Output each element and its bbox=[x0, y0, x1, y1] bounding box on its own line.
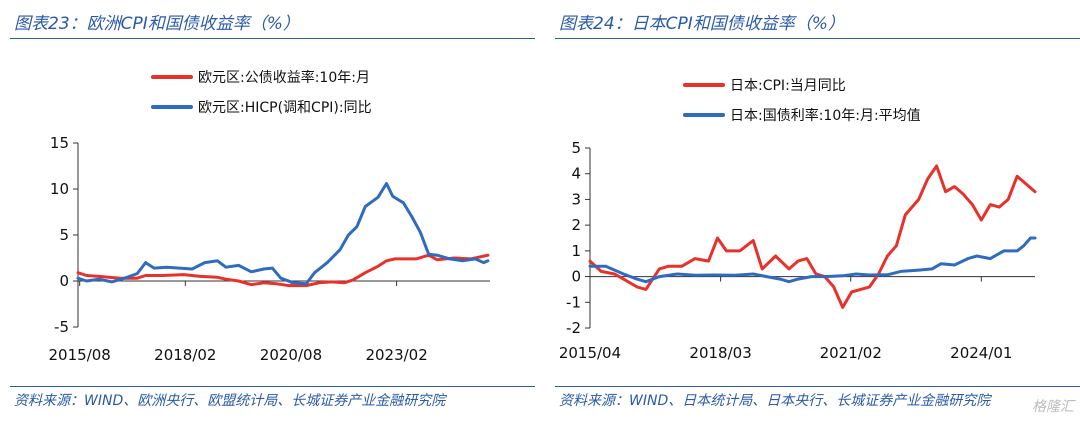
x-tick-label: 2015/08 bbox=[49, 346, 111, 364]
figure-panel-jp: 图表24：日本CPI和国债收益率（%） -2 -1 0 1 2 3 4 5 2015/04 201… bbox=[545, 0, 1080, 422]
y-tick-label: -2 bbox=[566, 319, 581, 337]
y-tick-label: -5 bbox=[54, 318, 69, 336]
figure-title: 图表24：日本CPI和国债收益率（%） bbox=[559, 14, 845, 34]
watermark-logo: 格隆汇 bbox=[1032, 399, 1074, 415]
y-tick-label: 3 bbox=[571, 190, 581, 208]
y-tick-label: 5 bbox=[59, 226, 69, 244]
x-tick-label: 2021/02 bbox=[820, 344, 882, 362]
x-tick-label: 2024/01 bbox=[950, 344, 1012, 362]
source-note: 资料来源：WIND、日本统计局、日本央行、长城证券产业金融研究院 bbox=[559, 393, 991, 409]
series-line bbox=[76, 253, 490, 288]
title-divider bbox=[10, 38, 535, 39]
legend-label: 欧元区:HICP(调和CPI):同比 bbox=[198, 100, 372, 116]
y-tick-label: 0 bbox=[59, 272, 69, 290]
source-divider bbox=[10, 386, 535, 387]
x-tick-label: 2020/08 bbox=[260, 346, 322, 364]
series-line bbox=[588, 164, 1037, 309]
source-divider bbox=[555, 386, 1080, 387]
source-note: 资料来源：WIND、欧洲央行、欧盟统计局、长城证券产业金融研究院 bbox=[14, 393, 446, 409]
y-tick-label: 15 bbox=[50, 134, 69, 152]
y-tick-label: 0 bbox=[571, 268, 581, 286]
y-tick-label: 1 bbox=[571, 242, 581, 260]
y-tick-label: 5 bbox=[571, 139, 581, 157]
figure-panel-eu: 图表23：欧洲CPI和国债收益率（%） -5 0 5 10 15 2015/08 2018/… bbox=[0, 0, 535, 422]
x-tick-label: 2023/02 bbox=[365, 346, 427, 364]
series-line bbox=[76, 182, 490, 286]
title-divider bbox=[555, 38, 1080, 39]
x-tick-label: 2018/03 bbox=[689, 344, 751, 362]
x-tick-label: 2015/04 bbox=[559, 344, 621, 362]
chart-jp: -2 -1 0 1 2 3 4 5 2015/04 2018/03 2021/02 2024/01 日本… bbox=[559, 78, 1037, 362]
y-tick-label: 2 bbox=[571, 216, 581, 234]
legend-label: 日本:CPI:当月同比 bbox=[730, 78, 846, 94]
chart-eu: -5 0 5 10 15 2015/08 2018/02 2020/08 2023/02 欧元区:… bbox=[49, 69, 490, 364]
legend-label: 日本:国债利率:10年:月:平均值 bbox=[730, 107, 921, 124]
series-line bbox=[588, 236, 1037, 284]
figure-title: 图表23：欧洲CPI和国债收益率（%） bbox=[14, 14, 300, 34]
x-tick-label: 2018/02 bbox=[154, 346, 216, 364]
y-tick-label: 10 bbox=[50, 180, 69, 198]
legend-label: 欧元区:公债收益率:10年:月 bbox=[198, 69, 370, 86]
y-tick-label: 4 bbox=[571, 165, 581, 183]
y-tick-label: -1 bbox=[566, 293, 581, 311]
